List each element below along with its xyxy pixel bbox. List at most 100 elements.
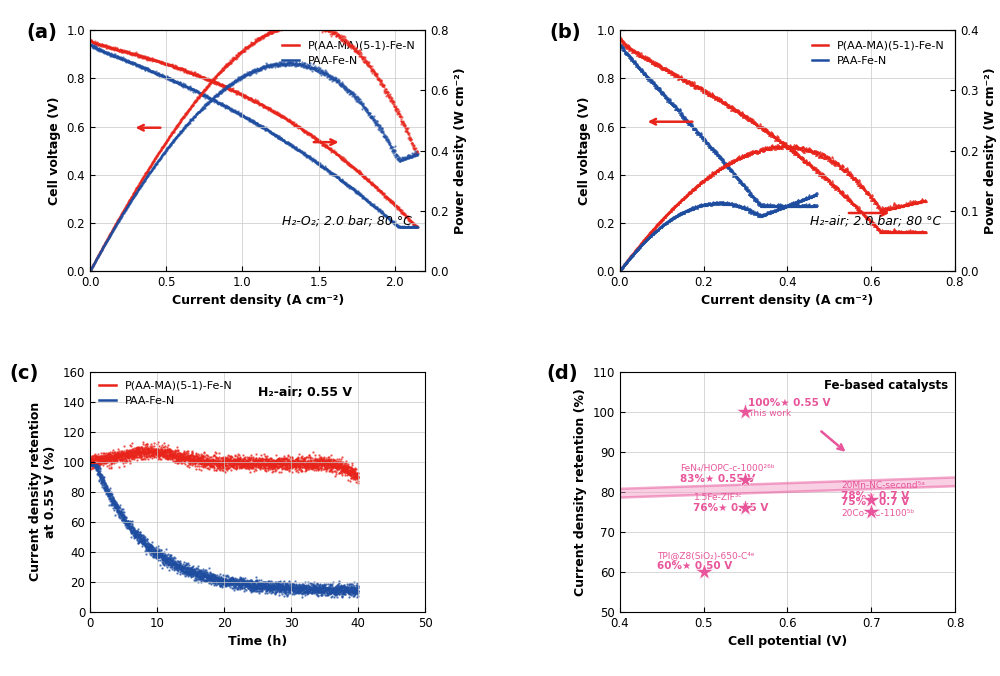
Point — [193, 566, 209, 577]
Point — [176, 566, 192, 577]
Point — [155, 441, 171, 452]
Point — [340, 180, 356, 191]
Point — [121, 195, 137, 206]
Point — [261, 576, 277, 587]
Point — [780, 199, 796, 210]
Point — [363, 62, 379, 73]
Point — [84, 456, 100, 467]
Point — [241, 581, 257, 592]
Point — [128, 449, 144, 460]
Point — [265, 457, 281, 468]
Point — [346, 164, 362, 174]
Point — [665, 68, 681, 79]
Point — [101, 49, 117, 59]
Point — [126, 187, 142, 197]
Point — [149, 150, 165, 161]
Point — [377, 210, 393, 220]
Point — [722, 158, 738, 168]
Point — [317, 582, 333, 593]
Point — [150, 444, 166, 455]
Point — [622, 43, 638, 53]
Point — [87, 454, 103, 464]
Point — [255, 100, 271, 111]
Point — [129, 186, 145, 197]
Point — [239, 113, 255, 124]
Point — [332, 456, 348, 466]
Point — [367, 181, 383, 192]
Point — [279, 138, 295, 149]
Point — [238, 455, 254, 466]
Point — [269, 456, 285, 467]
Point — [658, 92, 674, 103]
Point — [661, 95, 677, 105]
Point — [85, 456, 101, 466]
Point — [369, 203, 385, 214]
Point — [246, 583, 262, 594]
Point — [109, 447, 125, 458]
Point — [354, 98, 370, 109]
Point — [270, 60, 286, 71]
Point — [160, 141, 176, 152]
Point — [239, 455, 255, 466]
Point — [91, 39, 107, 49]
Point — [224, 575, 240, 585]
Point — [383, 195, 399, 206]
Point — [169, 448, 185, 459]
Point — [145, 162, 161, 172]
Point — [307, 157, 323, 168]
Point — [298, 149, 314, 160]
Point — [334, 78, 350, 89]
Point — [173, 64, 189, 74]
Point — [618, 41, 634, 52]
Point — [806, 147, 822, 158]
Point — [136, 533, 152, 544]
Point — [152, 70, 168, 80]
Point — [161, 451, 177, 462]
Point — [190, 107, 206, 118]
Point — [104, 453, 120, 464]
Point — [245, 458, 261, 468]
Point — [105, 224, 121, 235]
Point — [772, 201, 788, 212]
Point — [97, 46, 113, 57]
Point — [94, 475, 110, 486]
Point — [294, 124, 310, 135]
Point — [403, 134, 419, 145]
Point — [186, 568, 202, 579]
Point — [707, 166, 723, 177]
Point — [276, 457, 292, 468]
Point — [263, 579, 279, 589]
Point — [317, 583, 333, 594]
Point — [903, 198, 919, 209]
Point — [177, 122, 193, 132]
Point — [613, 41, 629, 52]
Point — [135, 62, 151, 73]
Point — [168, 62, 184, 73]
Point — [320, 25, 336, 36]
Point — [302, 459, 318, 470]
Point — [199, 458, 215, 469]
Point — [141, 168, 157, 179]
Point — [245, 94, 261, 105]
Point — [133, 180, 149, 191]
Point — [710, 150, 726, 161]
Point — [260, 125, 276, 136]
Point — [177, 452, 193, 463]
Point — [176, 557, 192, 568]
Point — [190, 93, 206, 103]
Point — [156, 71, 172, 82]
Point — [305, 463, 321, 474]
Point — [157, 556, 173, 566]
Point — [614, 41, 630, 51]
Point — [185, 70, 201, 80]
Point — [255, 100, 271, 111]
Point — [339, 179, 355, 190]
Point — [230, 581, 246, 592]
Point — [127, 188, 143, 199]
Point — [164, 137, 180, 148]
Point — [93, 39, 109, 50]
Point — [254, 454, 270, 464]
Point — [99, 452, 115, 463]
Point — [245, 581, 261, 592]
Point — [286, 589, 302, 600]
